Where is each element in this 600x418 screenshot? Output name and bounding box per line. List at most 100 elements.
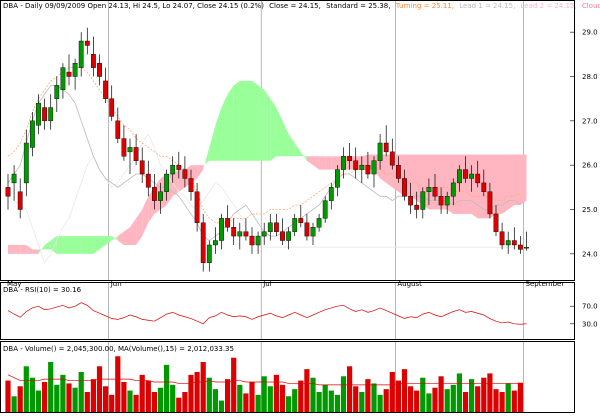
volume-bar-up bbox=[267, 386, 273, 412]
cloud-segment-bullish bbox=[69, 236, 76, 254]
volume-bar-up bbox=[456, 373, 462, 412]
volume-bar-down bbox=[279, 384, 286, 412]
volume-bar-down bbox=[304, 369, 310, 412]
volume-bar-up bbox=[261, 376, 267, 412]
candle-up bbox=[170, 164, 176, 175]
volume-bar-up bbox=[292, 389, 298, 412]
candle-up bbox=[164, 173, 169, 192]
candle-up bbox=[48, 107, 54, 122]
candle-up bbox=[286, 231, 291, 241]
volume-bar-down bbox=[243, 393, 249, 412]
cloud-segment-bullish bbox=[44, 240, 51, 250]
cloud-segment-bullish bbox=[258, 85, 265, 161]
candle-up bbox=[212, 240, 218, 246]
price-header-main: DBA - Daily 09/09/2009 Open 24.13, Hi 24… bbox=[3, 2, 264, 10]
cloud-segment-bullish bbox=[288, 134, 295, 157]
candle-up bbox=[316, 218, 322, 228]
y-tick-label: 24.0 bbox=[582, 250, 598, 258]
candle-down bbox=[182, 169, 188, 179]
candle-up bbox=[78, 40, 84, 68]
rsi-tick-label: 70.0 bbox=[582, 303, 598, 311]
volume-bar-down bbox=[200, 362, 206, 412]
volume-bar-up bbox=[316, 392, 322, 412]
volume-bar-down bbox=[383, 389, 389, 412]
volume-bar-up bbox=[48, 362, 54, 412]
candle-up bbox=[36, 102, 41, 126]
cloud-segment-bullish bbox=[294, 143, 301, 157]
candle-up bbox=[127, 147, 133, 153]
volume-bar-down bbox=[438, 376, 444, 412]
candle-up bbox=[72, 63, 78, 77]
volume-bar-down bbox=[481, 377, 487, 412]
rsi-panel: 70.0 30.0 bbox=[7, 302, 598, 328]
volume-bar-up bbox=[206, 377, 212, 412]
x-tick-label: August bbox=[397, 280, 422, 288]
candle-down bbox=[151, 187, 157, 201]
volume-bar-up bbox=[29, 377, 35, 412]
volume-bar-down bbox=[84, 392, 90, 412]
candle-down bbox=[188, 178, 194, 192]
candle-up bbox=[267, 222, 273, 232]
candle-down bbox=[115, 120, 121, 139]
volume-bar-down bbox=[298, 380, 304, 412]
volume-bar-up bbox=[377, 394, 383, 412]
candle-down bbox=[365, 164, 371, 175]
candle-down bbox=[481, 182, 487, 192]
header-standard: Standard = 25.38, bbox=[326, 2, 390, 10]
candle-up bbox=[322, 200, 328, 219]
cloud-segment-bearish bbox=[8, 244, 15, 254]
x-tick-label: May bbox=[7, 280, 21, 288]
candle-down bbox=[194, 191, 200, 223]
cloud-segment-bullish bbox=[87, 236, 94, 254]
y-tick-label: 25.0 bbox=[582, 206, 598, 214]
cloud-segment-bullish bbox=[215, 107, 222, 161]
volume-bar-up bbox=[469, 379, 475, 412]
candle-up bbox=[261, 231, 267, 237]
cloud-segment-bullish bbox=[93, 236, 100, 254]
volume-bar-up bbox=[328, 390, 334, 412]
volume-bar-down bbox=[188, 374, 194, 412]
candle-up bbox=[255, 235, 261, 246]
candle-up bbox=[371, 160, 377, 175]
candle-down bbox=[432, 187, 438, 197]
candle-down bbox=[353, 160, 359, 170]
cloud-segment-bearish bbox=[142, 196, 149, 237]
candle-down bbox=[139, 160, 145, 175]
cloud-segment-bearish bbox=[26, 244, 33, 254]
volume-bar-down bbox=[133, 394, 139, 412]
candle-down bbox=[475, 173, 481, 184]
volume-bar-down bbox=[96, 366, 103, 412]
volume-bar-up bbox=[322, 384, 328, 412]
cloud-segment-bullish bbox=[270, 98, 277, 161]
cloud-segment-bullish bbox=[209, 125, 216, 161]
candle-up bbox=[444, 195, 450, 206]
candle-down bbox=[109, 98, 115, 117]
y-tick-label: 29.0 bbox=[582, 29, 598, 37]
volume-bar-down bbox=[90, 379, 96, 412]
volume-bar-up bbox=[505, 383, 511, 412]
cloud-segment-bullish bbox=[252, 80, 259, 161]
candle-down bbox=[347, 156, 352, 161]
volume-bar-down bbox=[66, 383, 72, 412]
volume-bar-down bbox=[414, 390, 420, 412]
header-lead1: Lead 1 = 24.15, bbox=[459, 2, 515, 10]
volume-panel bbox=[5, 356, 523, 412]
volume-bar-up bbox=[72, 387, 78, 412]
candle-down bbox=[402, 178, 407, 197]
candle-down bbox=[249, 235, 255, 246]
cloud-segment-bullish bbox=[203, 147, 210, 170]
cloud-segment-bullish bbox=[75, 236, 82, 254]
cloud-segment-bearish bbox=[123, 227, 130, 245]
volume-bar-up bbox=[35, 390, 42, 412]
candle-down bbox=[511, 240, 517, 246]
candle-down bbox=[121, 138, 127, 157]
cloud-segment-bullish bbox=[111, 236, 118, 241]
volume-bar-up bbox=[420, 377, 426, 412]
candle-down bbox=[133, 147, 139, 161]
volume-bar-down bbox=[499, 392, 505, 412]
candle-down bbox=[396, 164, 401, 179]
cloud-segment-bullish bbox=[276, 107, 283, 157]
volume-bar-up bbox=[450, 384, 456, 412]
volume-bar-down bbox=[487, 373, 493, 412]
